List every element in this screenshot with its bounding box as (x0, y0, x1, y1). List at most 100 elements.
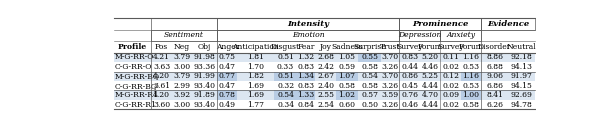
Text: Trust: Trust (380, 43, 400, 51)
Text: Evidence: Evidence (487, 20, 529, 28)
Text: Disorder: Disorder (478, 43, 511, 51)
Text: 1.69: 1.69 (248, 82, 264, 90)
Text: 3.59: 3.59 (381, 91, 399, 99)
Text: 2.55: 2.55 (317, 91, 334, 99)
Text: 0.54: 0.54 (277, 91, 294, 99)
Text: 0.60: 0.60 (339, 101, 356, 109)
Text: 92.69: 92.69 (511, 91, 532, 99)
Text: 0.53: 0.53 (462, 82, 480, 90)
Text: 6.88: 6.88 (486, 63, 503, 71)
FancyBboxPatch shape (217, 72, 237, 81)
Text: 0.55: 0.55 (361, 53, 378, 61)
Text: 0.32: 0.32 (277, 82, 294, 90)
Text: 2.42: 2.42 (317, 63, 334, 71)
Text: 1.32: 1.32 (298, 53, 315, 61)
FancyBboxPatch shape (274, 90, 297, 100)
Text: 0.02: 0.02 (442, 63, 459, 71)
Text: 6.26: 6.26 (486, 101, 503, 109)
Text: 3.26: 3.26 (381, 101, 399, 109)
Text: 0.84: 0.84 (298, 101, 315, 109)
Text: 0.86: 0.86 (401, 72, 418, 80)
Text: 93.40: 93.40 (193, 101, 215, 109)
Text: 0.57: 0.57 (361, 91, 378, 99)
Text: Sadness: Sadness (331, 43, 363, 51)
Text: 0.34: 0.34 (277, 101, 294, 109)
Text: 9.06: 9.06 (486, 72, 503, 80)
Text: 3.60: 3.60 (153, 101, 170, 109)
Text: 0.59: 0.59 (339, 63, 356, 71)
Text: 1.69: 1.69 (248, 91, 264, 99)
Text: 0.49: 0.49 (219, 101, 236, 109)
Text: 0.83: 0.83 (401, 53, 418, 61)
Text: 1.00: 1.00 (462, 91, 480, 99)
Text: 3.00: 3.00 (174, 63, 190, 71)
Text: Survey: Survey (396, 43, 423, 51)
Text: 0.58: 0.58 (361, 63, 378, 71)
Text: 6.86: 6.86 (486, 82, 503, 90)
Text: 1.34: 1.34 (298, 72, 315, 80)
Text: 1.77: 1.77 (248, 101, 264, 109)
Text: 1.07: 1.07 (339, 72, 356, 80)
Text: 94.78: 94.78 (511, 101, 532, 109)
Text: 4.20: 4.20 (153, 72, 170, 80)
Text: 0.11: 0.11 (442, 53, 459, 61)
Text: 0.83: 0.83 (298, 82, 315, 90)
Text: 1.82: 1.82 (248, 72, 264, 80)
Text: Prominence: Prominence (412, 20, 468, 28)
Text: M-G-RR-BQ: M-G-RR-BQ (114, 72, 159, 80)
Text: Obj: Obj (198, 43, 211, 51)
Text: 0.78: 0.78 (219, 91, 236, 99)
Text: 0.47: 0.47 (219, 82, 236, 90)
Text: 1.02: 1.02 (339, 91, 356, 99)
Text: 4.21: 4.21 (153, 53, 170, 61)
Text: 2.68: 2.68 (317, 53, 334, 61)
Text: 4.70: 4.70 (422, 91, 439, 99)
FancyBboxPatch shape (336, 72, 358, 81)
Text: Emotion: Emotion (292, 31, 324, 39)
Text: 3.26: 3.26 (381, 82, 399, 90)
Text: 4.46: 4.46 (422, 63, 439, 71)
Text: 1.81: 1.81 (248, 53, 264, 61)
Text: Forum: Forum (459, 43, 484, 51)
Text: 0.53: 0.53 (462, 63, 480, 71)
Text: 1.33: 1.33 (298, 91, 315, 99)
Text: 3.79: 3.79 (174, 53, 190, 61)
Text: Pos: Pos (155, 43, 168, 51)
Text: 0.33: 0.33 (277, 63, 295, 71)
Text: 91.89: 91.89 (194, 91, 215, 99)
Text: 0.58: 0.58 (361, 82, 378, 90)
Text: Anger: Anger (215, 43, 239, 51)
Text: Intensity: Intensity (287, 20, 329, 28)
Text: 4.44: 4.44 (422, 82, 439, 90)
Text: 0.02: 0.02 (442, 101, 459, 109)
Text: 3.70: 3.70 (381, 72, 399, 80)
Text: 2.67: 2.67 (317, 72, 334, 80)
FancyBboxPatch shape (297, 72, 315, 81)
Text: C-G-RR-BQ: C-G-RR-BQ (114, 82, 158, 90)
Text: 0.51: 0.51 (277, 53, 294, 61)
Text: 0.76: 0.76 (401, 91, 418, 99)
FancyBboxPatch shape (274, 72, 297, 81)
Text: 2.99: 2.99 (174, 82, 190, 90)
FancyBboxPatch shape (217, 90, 237, 100)
Text: 4.20: 4.20 (153, 91, 170, 99)
Text: 0.12: 0.12 (442, 72, 459, 80)
Text: Neg: Neg (174, 43, 190, 51)
Text: 91.98: 91.98 (194, 53, 215, 61)
Text: 93.40: 93.40 (193, 82, 215, 90)
Text: 0.54: 0.54 (361, 72, 378, 80)
Text: 0.58: 0.58 (339, 82, 356, 90)
Text: Disgust: Disgust (271, 43, 300, 51)
Text: 3.61: 3.61 (153, 82, 170, 90)
Text: 0.44: 0.44 (401, 63, 418, 71)
Text: 8.41: 8.41 (486, 91, 503, 99)
Text: 3.70: 3.70 (381, 53, 399, 61)
Text: 3.63: 3.63 (153, 63, 170, 71)
Text: 0.45: 0.45 (401, 82, 418, 90)
Text: 3.79: 3.79 (174, 72, 190, 80)
Text: 93.36: 93.36 (193, 63, 216, 71)
Text: 0.51: 0.51 (277, 72, 294, 80)
Text: 1.16: 1.16 (462, 72, 480, 80)
FancyBboxPatch shape (297, 90, 315, 100)
FancyBboxPatch shape (336, 90, 358, 100)
